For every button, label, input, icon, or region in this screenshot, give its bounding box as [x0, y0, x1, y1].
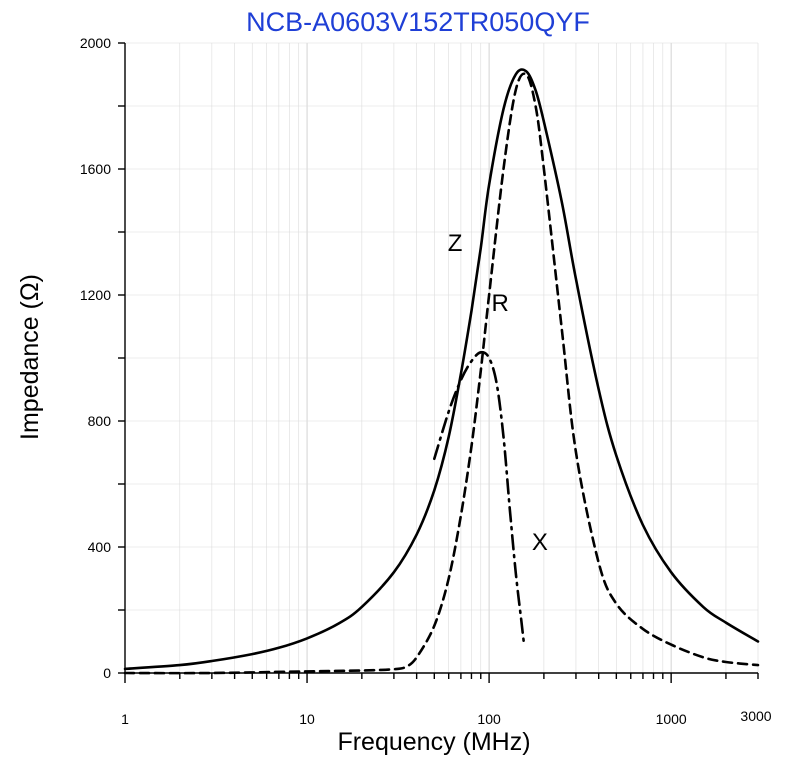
y-tick-label: 1200 [80, 287, 111, 303]
tick-labels: 0 400 800 1200 1600 2000 1 10 100 1000 3000 [80, 35, 772, 727]
curve-label-x: X [532, 529, 548, 556]
curve-labels: Z R X [448, 230, 548, 556]
y-tick-label: 2000 [80, 35, 111, 51]
series-layer [123, 68, 760, 675]
axes [118, 42, 759, 683]
y-axis-label: Impedance (Ω) [16, 274, 44, 440]
x-tick-label: 10 [299, 711, 315, 727]
series-r-line [123, 72, 760, 675]
y-tick-label: 400 [88, 539, 112, 555]
chart-title: NCB-A0603V152TR050QYF [246, 7, 590, 37]
curve-label-r: R [491, 290, 508, 317]
x-axis-label: Frequency (MHz) [337, 728, 530, 756]
curve-label-z: Z [448, 230, 463, 257]
series-z-line [123, 68, 760, 671]
y-tick-label: 1600 [80, 161, 111, 177]
y-tick-label: 800 [88, 413, 112, 429]
x-tick-label: 1 [121, 711, 129, 727]
y-tick-label: 0 [103, 665, 111, 681]
x-tick-label: 100 [477, 711, 501, 727]
x-tick-label: 1000 [656, 711, 687, 727]
grid [124, 42, 759, 674]
x-tick-label: 3000 [740, 708, 771, 724]
series-x-line [433, 350, 525, 643]
